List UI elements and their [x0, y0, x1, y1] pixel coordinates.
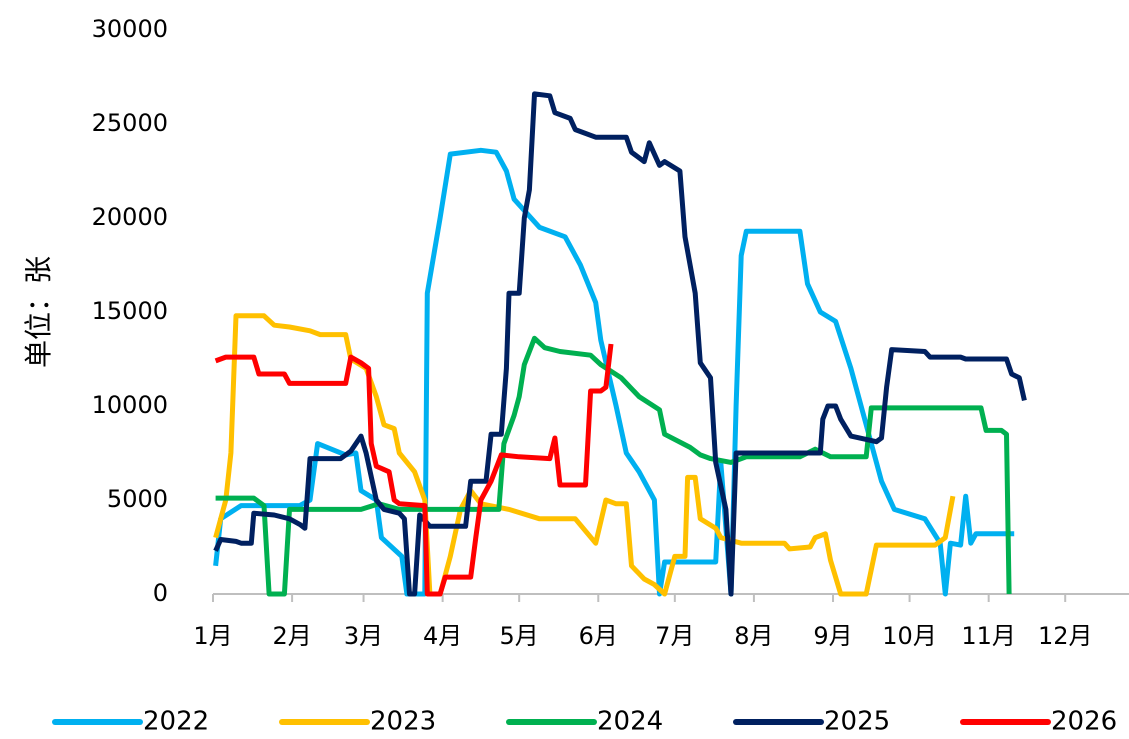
y-axis-label: 单位：张	[22, 256, 55, 368]
legend-label: 2023	[370, 707, 436, 737]
y-tick-label: 30000	[92, 15, 168, 43]
legend-label: 2026	[1051, 707, 1117, 737]
x-tick-label: 3月	[344, 622, 383, 650]
series-line	[215, 335, 1012, 597]
y-tick-label: 5000	[107, 485, 168, 513]
x-tick-label: 10月	[882, 622, 937, 650]
x-tick-label: 4月	[423, 622, 462, 650]
x-tick-label: 6月	[579, 622, 618, 650]
x-tick-label: 5月	[500, 622, 539, 650]
x-tick-label: 9月	[813, 622, 852, 650]
y-tick-label: 20000	[92, 203, 168, 231]
x-tick-label: 12月	[1038, 622, 1093, 650]
legend-label: 2025	[824, 707, 890, 737]
x-tick-label: 11月	[961, 622, 1016, 650]
series-line	[214, 343, 614, 597]
y-tick-label: 0	[153, 579, 168, 607]
y-tick-label: 25000	[92, 109, 168, 137]
x-tick-label: 8月	[734, 622, 773, 650]
legend-label: 2022	[143, 707, 209, 737]
x-tick-label: 7月	[655, 622, 694, 650]
x-tick-label: 1月	[193, 622, 232, 650]
y-tick-label: 15000	[92, 297, 168, 325]
x-tick-label: 2月	[272, 622, 311, 650]
y-tick-label: 10000	[92, 391, 168, 419]
legend-label: 2024	[597, 707, 663, 737]
series-line	[213, 91, 1027, 597]
series-line	[213, 313, 956, 597]
